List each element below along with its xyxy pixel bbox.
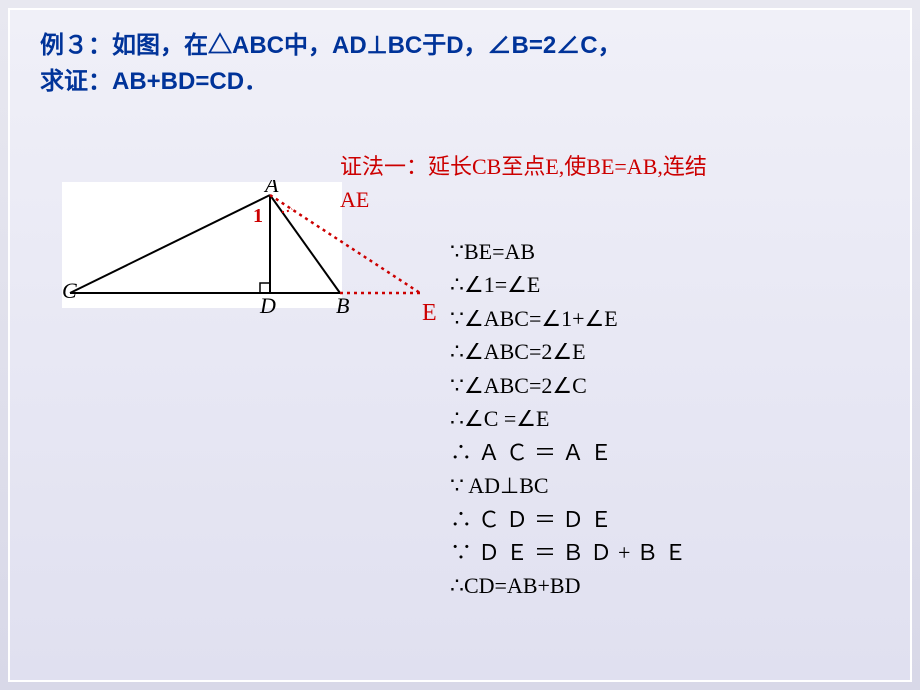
method-line1: 证法一：延长CB至点E,使BE=AB,连结 [340,150,707,183]
problem-line2: 求证：AB+BD=CD． [40,64,880,100]
proof-steps: ∵BE=AB ∴∠1=∠E ∵∠ABC=∠1+∠E ∴∠ABC=2∠E ∵∠AB… [450,235,692,603]
proof-step-4: ∵∠ABC=2∠C [450,369,692,402]
proof-step-3: ∴∠ABC=2∠E [450,335,692,368]
problem-line1: 例３：如图，在△ABC中，AD⊥BC于D，∠B=2∠C， [40,28,880,64]
method-line2: AE [340,183,707,216]
svg-text:C: C [62,278,77,303]
proof-step-9: ∵ＤＥ＝ＢＤ+ＢＥ [450,536,692,569]
svg-text:B: B [336,293,349,318]
proof-step-10: ∴CD=AB+BD [450,569,692,602]
svg-text:D: D [259,293,276,318]
svg-text:A: A [263,180,279,197]
angle-1-label: 1 [253,205,263,228]
slide-inner: 例３：如图，在△ABC中，AD⊥BC于D，∠B=2∠C， 求证：AB+BD=CD… [8,8,912,682]
proof-method: 证法一：延长CB至点E,使BE=AB,连结 AE [340,150,707,216]
problem-statement: 例３：如图，在△ABC中，AD⊥BC于D，∠B=2∠C， 求证：AB+BD=CD… [40,28,880,100]
proof-step-5: ∴∠C =∠E [450,402,692,435]
proof-step-2: ∵∠ABC=∠1+∠E [450,302,692,335]
point-e-label: E [422,300,437,327]
proof-step-0: ∵BE=AB [450,235,692,268]
proof-step-8: ∴ＣＤ＝ＤＥ [450,503,692,536]
proof-step-7: ∵ AD⊥BC [450,469,692,502]
proof-step-6: ∴ＡＣ＝ＡＥ [450,436,692,469]
slide-container: 例３：如图，在△ABC中，AD⊥BC于D，∠B=2∠C， 求证：AB+BD=CD… [0,0,920,690]
proof-step-1: ∴∠1=∠E [450,268,692,301]
